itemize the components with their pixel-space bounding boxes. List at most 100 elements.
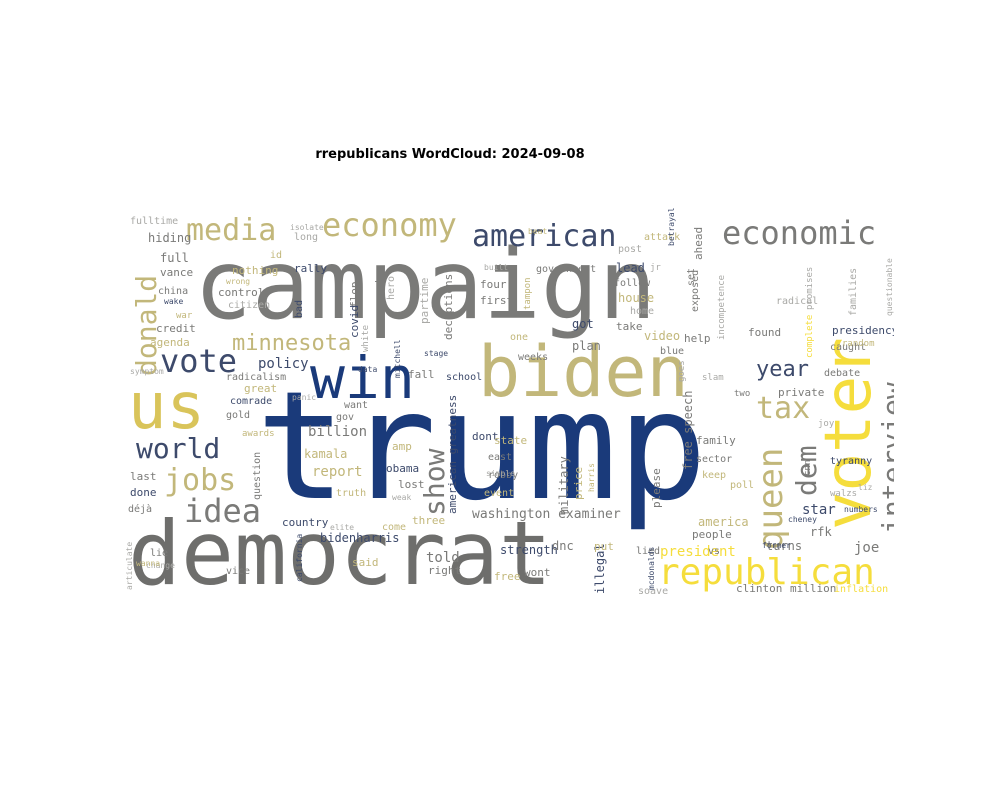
word-washington-examiner: washington examiner <box>472 507 621 522</box>
word-blue: blue <box>660 346 684 357</box>
word-plan: plan <box>572 339 601 353</box>
word-complete: complete <box>805 315 815 358</box>
word-goes: goes <box>677 360 687 382</box>
word-lost: lost <box>398 478 425 491</box>
word-show: show <box>418 448 451 516</box>
word-comrade: comrade <box>230 396 272 407</box>
word-random: random <box>842 339 875 349</box>
word-policy: policy <box>258 356 309 372</box>
word-d-j-: déjà <box>128 503 152 515</box>
word-radicalism: radicalism <box>226 372 286 383</box>
word-country: country <box>282 516 329 529</box>
word-lied: lied <box>636 546 660 557</box>
word-agenda: agenda <box>150 336 190 349</box>
word-trump: trump <box>256 360 708 534</box>
word-long: long <box>294 232 318 243</box>
word-tyranny: tyranny <box>830 456 872 467</box>
word-great: great <box>244 382 277 395</box>
word-help: help <box>684 332 711 345</box>
word-control: control <box>218 286 264 299</box>
word-price: price <box>572 467 585 500</box>
word-symptom: symptom <box>130 367 164 376</box>
word-post: post <box>618 244 642 255</box>
word-lead: lead <box>616 261 645 275</box>
word-minnesota: minnesota <box>232 331 351 356</box>
word-id: id <box>270 250 282 261</box>
word-illegal: illegal <box>593 543 607 594</box>
word-mitchell: mitchell <box>393 339 402 378</box>
word-please: please <box>650 468 663 508</box>
word-incompetence: incompetence <box>717 275 727 340</box>
word-turns: turns <box>766 539 802 553</box>
word-right: right <box>428 564 461 577</box>
word-rally: rally <box>294 262 327 275</box>
word-campaign: campaign <box>194 229 656 341</box>
word-take: take <box>616 320 643 333</box>
word-betrayal: betrayal <box>667 207 676 246</box>
word-queen: queen <box>751 448 791 550</box>
word-home: home <box>630 306 654 317</box>
word-radical: radical <box>776 296 818 307</box>
word-media: media <box>186 213 276 248</box>
word-private: private <box>778 386 824 399</box>
word-economic: economic <box>722 214 876 252</box>
word-obama: obama <box>386 462 419 475</box>
word-free-speech: free speech <box>681 391 695 470</box>
word-articulate: articulate <box>126 542 134 590</box>
word-exposed: exposed <box>690 270 701 312</box>
word-caught: caught <box>830 342 866 353</box>
word-school: school <box>446 372 482 383</box>
word-three: three <box>412 514 445 527</box>
word-numbers: numbers <box>844 505 878 514</box>
word-wont: wont <box>524 566 551 579</box>
word-sector: sector <box>696 454 732 465</box>
word-star: star <box>802 502 836 518</box>
word-tax: tax <box>756 391 810 426</box>
word-partime: partime <box>418 278 431 324</box>
word-fulltime: fulltime <box>130 216 178 227</box>
word-set: set <box>686 268 697 286</box>
word-harris: harris <box>587 463 596 492</box>
word-vance: vance <box>160 266 193 279</box>
word-party: party <box>374 272 385 302</box>
word-america: america <box>698 515 749 529</box>
word-california: california <box>295 534 304 582</box>
word-said: said <box>352 556 379 569</box>
word-told: told <box>426 550 460 566</box>
word-former: former <box>762 541 791 550</box>
word-gold: gold <box>226 410 250 421</box>
word-dnc: dnc <box>552 539 574 553</box>
word-want: want <box>344 400 368 411</box>
word-democrat: democrat <box>128 502 552 600</box>
word-stage: stage <box>424 349 448 358</box>
word-keep: keep <box>702 470 726 481</box>
word-bad: bad <box>294 300 305 318</box>
word-voter: voter <box>812 337 886 530</box>
figure-title: rrepublicans WordCloud: 2024-09-08 <box>315 147 585 162</box>
wordcloud-canvas: trump campaign democrat biden voter us win repu… <box>126 200 894 600</box>
word-inflation: inflation <box>834 584 888 595</box>
word-change: change <box>146 561 175 570</box>
word-report: report <box>312 464 363 480</box>
word-event: event <box>484 488 514 499</box>
word-promises: promises <box>805 267 815 310</box>
word-full: full <box>160 251 189 265</box>
word-clinton: clinton <box>736 582 782 595</box>
word-idea: idea <box>184 492 261 530</box>
word-tampon: tampon <box>523 277 533 310</box>
word-dem: dem <box>790 445 823 496</box>
word-amp: amp <box>392 440 412 453</box>
word-republican: republican <box>658 552 875 593</box>
word-poll: poll <box>730 480 754 491</box>
word-family: family <box>696 434 736 447</box>
word-wrong: wrong <box>226 277 250 286</box>
word-interview: interview <box>876 382 894 534</box>
word-deceptions: deceptions <box>442 274 455 340</box>
word-first: first <box>480 294 513 307</box>
word-weeks: weeks <box>518 352 548 363</box>
word-joy: joy <box>818 419 835 429</box>
word-strength: strength <box>500 543 558 557</box>
word-panic: panic <box>292 393 316 402</box>
word-liz: liz <box>858 483 873 492</box>
word-last: last <box>130 470 157 483</box>
